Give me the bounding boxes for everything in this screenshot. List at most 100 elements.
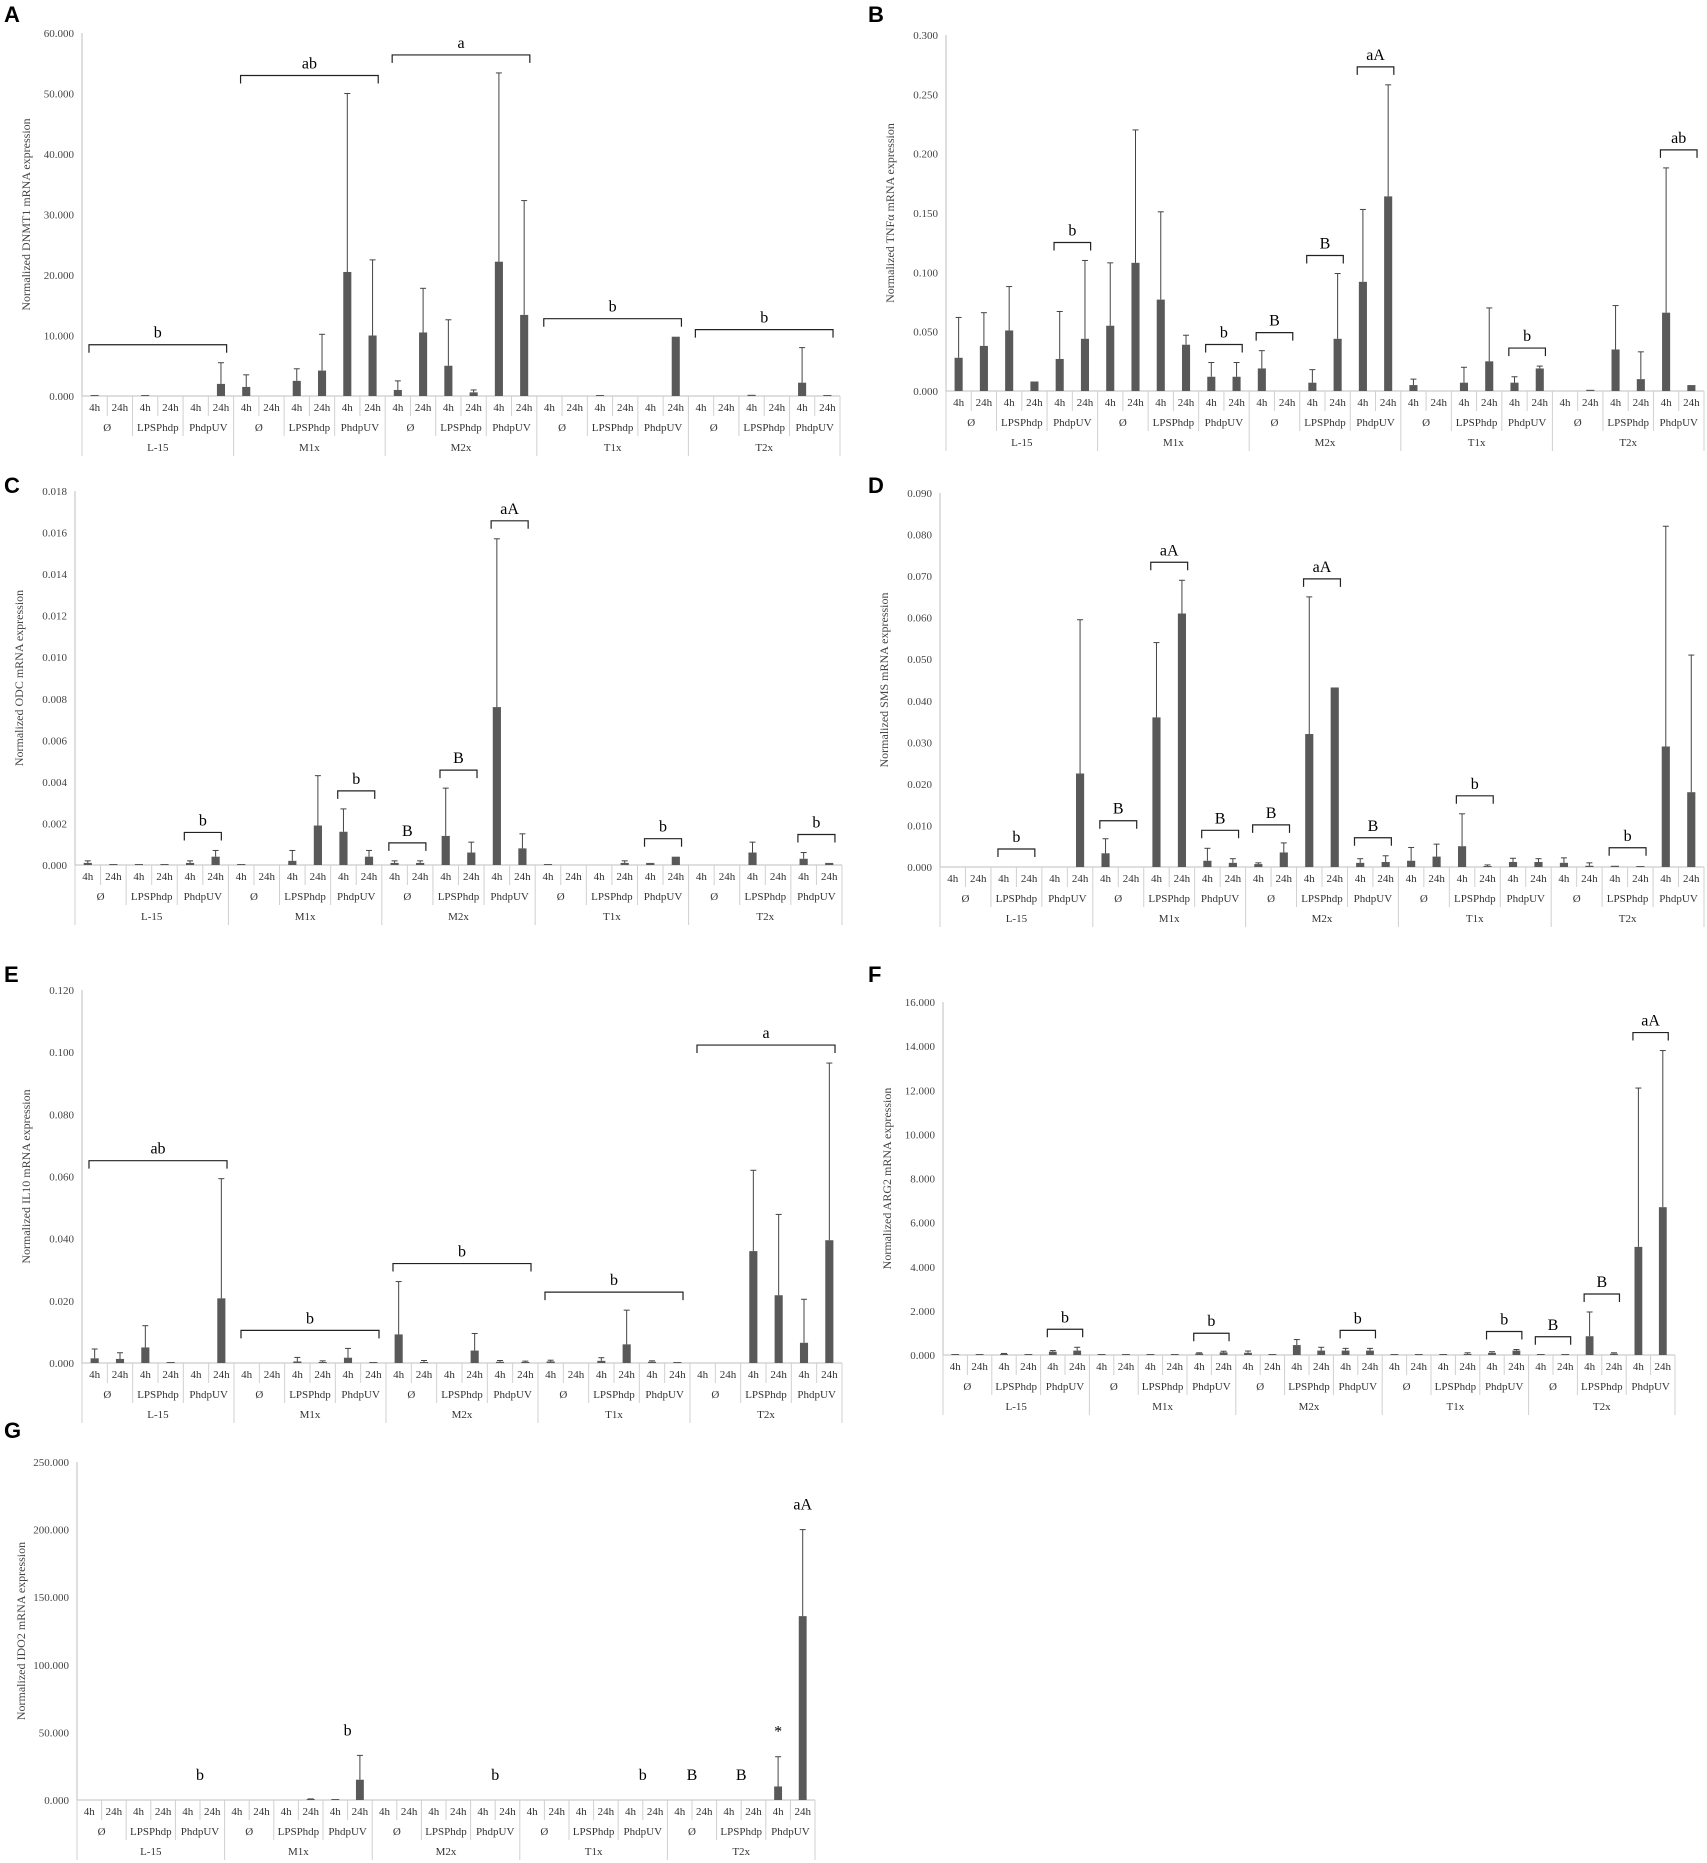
stimulus-label: LPSPhdp <box>1435 1381 1477 1393</box>
time-label: 24h <box>668 402 685 414</box>
bar <box>343 271 352 396</box>
significance-label: b <box>1207 1313 1215 1330</box>
time-label: 24h <box>499 1806 516 1818</box>
bar <box>595 395 605 396</box>
time-label: 4h <box>491 871 503 883</box>
bar <box>444 365 453 396</box>
stimulus-label: Ø <box>1119 417 1127 429</box>
time-label: 4h <box>1633 1361 1645 1373</box>
bar <box>1636 866 1645 867</box>
time-label: 24h <box>1020 1361 1037 1373</box>
time-label: 24h <box>1479 873 1496 885</box>
y-tick-label: 0.050 <box>913 327 938 339</box>
time-label: 24h <box>568 1369 585 1381</box>
significance-label: aA <box>500 501 519 518</box>
time-label: 24h <box>352 1806 369 1818</box>
time-label: 24h <box>668 871 685 883</box>
stimulus-label: PhdpUV <box>1659 893 1698 905</box>
significance-bracket <box>1150 561 1189 571</box>
bar <box>83 862 92 865</box>
time-label: 4h <box>1535 1361 1547 1373</box>
time-label: 24h <box>310 871 327 883</box>
bar <box>1075 773 1085 867</box>
stimulus-label: Ø <box>245 1826 253 1838</box>
time-label: 24h <box>1362 1361 1379 1373</box>
significance-label: B <box>687 1767 698 1784</box>
time-label: 24h <box>616 871 633 883</box>
time-label: 4h <box>544 402 556 414</box>
stimulus-label: Ø <box>1573 893 1581 905</box>
bar <box>1512 1350 1521 1355</box>
significance-label: b <box>1624 828 1632 845</box>
time-label: 4h <box>1194 1361 1206 1373</box>
stimulus-label: PhdpUV <box>328 1826 367 1838</box>
medium-label: M1x <box>1152 1401 1173 1413</box>
significance-bracket <box>1193 1332 1230 1342</box>
y-tick-label: 0.060 <box>49 1172 74 1184</box>
significance-label: b <box>306 1310 314 1327</box>
time-label: 4h <box>1243 1361 1255 1373</box>
time-label: 4h <box>191 1369 203 1381</box>
time-label: 4h <box>1558 873 1570 885</box>
stimulus-label: LPSPhdp <box>1581 1381 1623 1393</box>
bar <box>1414 1354 1423 1355</box>
time-label: 4h <box>1487 1361 1499 1373</box>
time-label: 4h <box>84 1806 96 1818</box>
stimulus-label: LPSPhdp <box>1304 417 1346 429</box>
y-axis-label: Normalized DNMT1 mRNA expression <box>19 118 33 310</box>
time-label: 4h <box>1438 1361 1450 1373</box>
y-tick-label: 150.000 <box>33 1592 69 1604</box>
stimulus-label: LPSPhdp <box>1142 1381 1184 1393</box>
time-label: 4h <box>236 871 248 883</box>
significance-label: b <box>812 815 820 832</box>
stimulus-label: Ø <box>250 891 258 903</box>
time-label: 4h <box>444 1369 456 1381</box>
time-label: 4h <box>440 871 452 883</box>
y-tick-label: 0.080 <box>49 1109 74 1121</box>
stimulus-label: PhdpUV <box>490 891 529 903</box>
time-label: 4h <box>133 1806 145 1818</box>
bar <box>1407 860 1416 867</box>
bar <box>799 1342 809 1363</box>
stimulus-label: Ø <box>1420 893 1428 905</box>
significance-label: b <box>639 1767 647 1784</box>
stimulus-label: LPSPhdp <box>1148 893 1190 905</box>
stimulus-label: Ø <box>558 422 566 434</box>
y-axis-label: Normalized SMS mRNA expression <box>877 593 891 768</box>
bar <box>798 382 807 396</box>
time-label: 24h <box>1508 1361 1525 1373</box>
bar <box>1152 717 1161 867</box>
bar <box>469 392 478 396</box>
stimulus-label: PhdpUV <box>493 1389 532 1401</box>
time-label: 24h <box>1633 397 1650 409</box>
bar <box>1432 856 1441 867</box>
time-label: 4h <box>291 402 303 414</box>
bar <box>749 1251 758 1363</box>
stimulus-label: PhdpUV <box>476 1826 515 1838</box>
significance-label: b <box>610 1272 618 1289</box>
time-label: 24h <box>1683 397 1700 409</box>
stimulus-label: LPSPhdp <box>284 891 326 903</box>
bar <box>1610 1353 1618 1355</box>
stimulus-label: PhdpUV <box>1201 893 1240 905</box>
bar <box>825 1240 834 1363</box>
time-label: 24h <box>1026 397 1043 409</box>
chart-panel-E: E 0.000 0.020 0.040 0.060 0.080 0.100 0.120 Norm… <box>4 962 843 1423</box>
significance-bracket <box>544 1291 684 1301</box>
significance-bracket <box>1356 66 1395 75</box>
stimulus-label: LPSPhdp <box>1454 893 1496 905</box>
significance-label: b <box>1471 776 1479 793</box>
bar <box>331 1799 340 1800</box>
time-label: 24h <box>1606 1361 1623 1373</box>
time-label: 24h <box>112 402 129 414</box>
significance-label: b <box>760 310 768 327</box>
medium-label: M1x <box>295 911 316 923</box>
significance-bracket <box>1659 149 1698 158</box>
stimulus-label: LPSPhdp <box>745 891 787 903</box>
time-label: 24h <box>1683 873 1700 885</box>
significance-label: b <box>1220 325 1228 342</box>
time-label: 24h <box>106 1806 123 1818</box>
time-label: 4h <box>542 871 554 883</box>
time-label: 24h <box>719 871 736 883</box>
time-label: 24h <box>517 1369 534 1381</box>
